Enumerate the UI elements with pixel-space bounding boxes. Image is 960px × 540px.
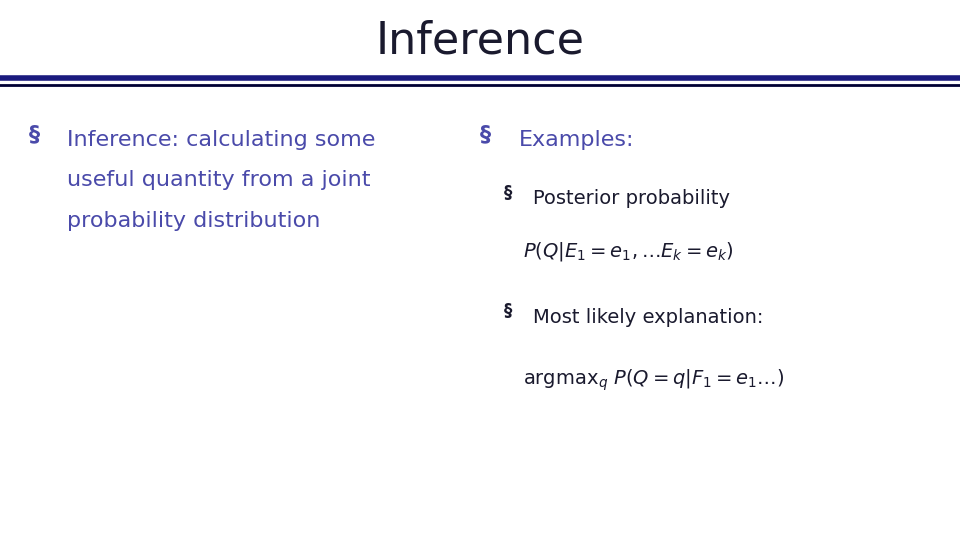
Text: §: § (504, 184, 513, 201)
Text: Posterior probability: Posterior probability (533, 189, 730, 208)
Text: useful quantity from a joint: useful quantity from a joint (67, 170, 371, 190)
Text: §: § (504, 302, 513, 320)
Text: probability distribution: probability distribution (67, 211, 321, 231)
Text: $P(Q|E_1 = e_1, \ldots E_k = e_k)$: $P(Q|E_1 = e_1, \ldots E_k = e_k)$ (523, 240, 733, 264)
Text: Inference: calculating some: Inference: calculating some (67, 130, 375, 150)
Text: §: § (480, 124, 492, 144)
Text: §: § (29, 124, 40, 144)
Text: Most likely explanation:: Most likely explanation: (533, 308, 763, 327)
Text: Inference: Inference (375, 19, 585, 62)
Text: Examples:: Examples: (518, 130, 634, 150)
Text: $\mathrm{argmax}_q\ P(Q = q | F_1 = e_1 \ldots)$: $\mathrm{argmax}_q\ P(Q = q | F_1 = e_1 … (523, 367, 784, 393)
